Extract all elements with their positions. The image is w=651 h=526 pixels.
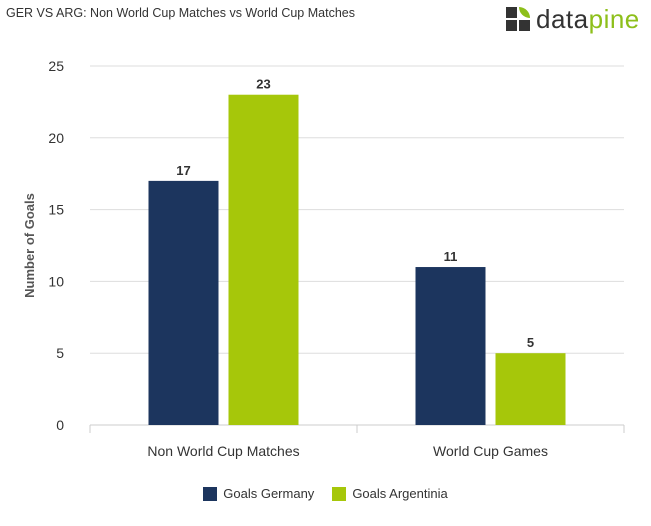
bar-germany (148, 180, 219, 425)
chart-title: GER VS ARG: Non World Cup Matches vs Wor… (6, 6, 355, 20)
y-tick-label: 20 (48, 130, 64, 146)
legend-label-germany: Goals Germany (223, 486, 315, 501)
y-tick-label: 15 (48, 202, 64, 218)
datapine-logo: datapine (506, 5, 640, 33)
legend-swatch-germany (203, 486, 218, 501)
bar-argentina (495, 353, 566, 425)
legend-item-germany[interactable]: Goals Germany (203, 486, 314, 501)
logo-text: datapine (536, 4, 640, 34)
bar-argentina (228, 94, 299, 425)
bar-germany (415, 267, 486, 425)
x-tick-label: Non World Cup Matches (147, 443, 299, 459)
y-tick-label: 5 (56, 345, 64, 361)
legend-item-argentina[interactable]: Goals Argentinia (332, 486, 448, 501)
x-tick-label: World Cup Games (433, 443, 548, 459)
legend-label-argentina: Goals Argentinia (352, 486, 448, 501)
y-tick-label: 25 (48, 58, 64, 74)
logo-mark-icon (506, 7, 530, 31)
legend-swatch-argentina (332, 486, 347, 501)
y-axis-title: Number of Goals (22, 193, 37, 298)
bar-data-label: 23 (256, 77, 270, 92)
bar-data-label: 5 (527, 335, 534, 350)
bar-data-label: 11 (444, 249, 458, 264)
y-tick-label: 0 (56, 417, 64, 433)
y-tick-label: 10 (48, 273, 64, 289)
chart-legend: Goals Germany Goals Argentinia (0, 486, 651, 501)
bar-data-label: 17 (176, 163, 190, 178)
